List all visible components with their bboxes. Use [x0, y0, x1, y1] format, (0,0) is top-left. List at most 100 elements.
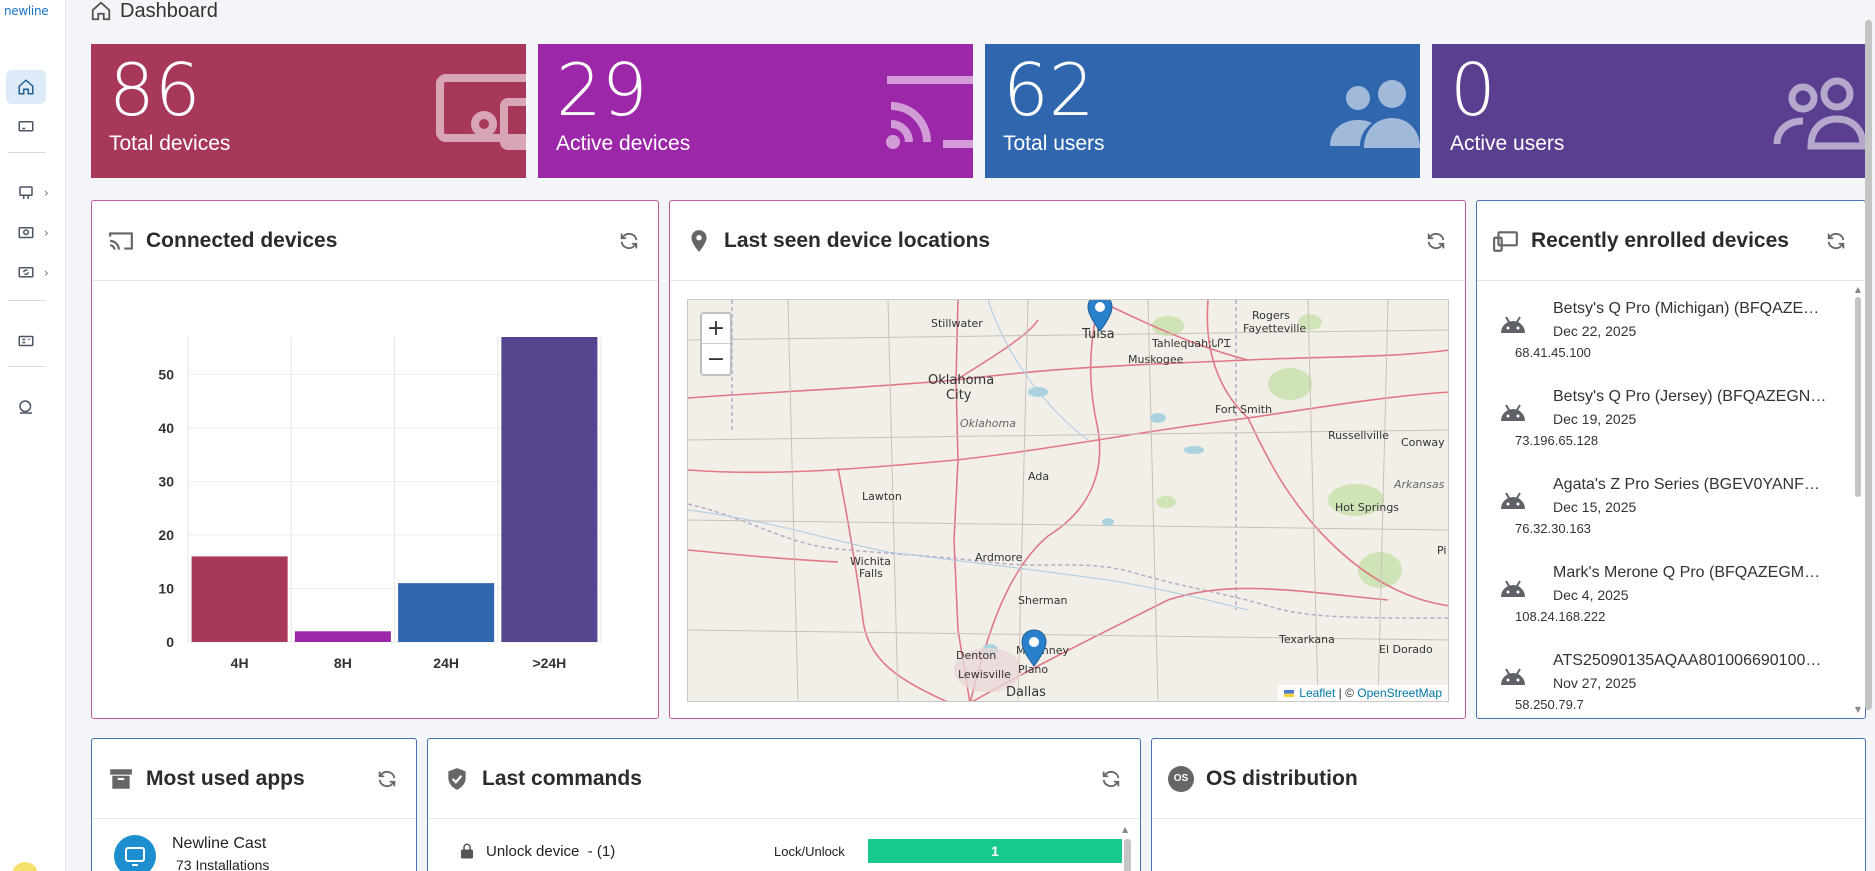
device-date: Dec 22, 2025 — [1553, 323, 1637, 339]
map-label-tulsa: Tulsa — [1082, 327, 1115, 342]
map-label-fortsmith: Fort Smith — [1215, 403, 1273, 416]
map-label-eldorado: El Dorado — [1379, 643, 1433, 656]
page-scrollbar[interactable] — [1861, 0, 1875, 871]
location-pin-icon — [691, 229, 707, 252]
map-label-hotsprings: Hot Springs — [1335, 501, 1400, 514]
list-scrollbar[interactable]: ▲ — [1122, 825, 1132, 871]
command-type: Lock/Unlock — [774, 844, 845, 859]
y-tick-label: 50 — [158, 366, 174, 382]
scroll-up-icon[interactable]: ▲ — [1122, 825, 1129, 834]
device-ip: 76.32.30.163 — [1515, 521, 1591, 536]
map-label-okc-1: Oklahoma — [928, 373, 995, 388]
map-label-okc-2: City — [946, 388, 972, 403]
device-date: Dec 4, 2025 — [1553, 587, 1629, 603]
attribution-separator: | © — [1338, 686, 1354, 700]
zoom-out-button[interactable]: − — [706, 346, 726, 372]
bar-8h[interactable] — [294, 631, 391, 642]
recently-enrolled-panel: Recently enrolled devices Betsy's Q Pro … — [1476, 200, 1866, 719]
map-marker-dallas[interactable] — [1021, 629, 1047, 667]
map-marker-tulsa[interactable] — [1087, 299, 1113, 332]
monitor-icon — [18, 121, 34, 132]
shield-check-icon — [448, 767, 466, 790]
map-label-russellville: Russellville — [1328, 429, 1389, 442]
osm-link[interactable]: OpenStreetMap — [1357, 686, 1442, 700]
nav-sync[interactable] — [6, 256, 46, 290]
map-label-texarkana: Texarkana — [1279, 633, 1335, 646]
kpi-label: Total users — [1003, 132, 1105, 155]
nav-dashboard[interactable] — [6, 70, 46, 104]
map-label-ada: Ada — [1028, 470, 1050, 483]
nav-settings[interactable] — [6, 216, 46, 250]
refresh-icon[interactable] — [1425, 230, 1447, 252]
list-scrollbar[interactable]: ▲ ▼ — [1853, 285, 1863, 714]
android-icon — [1501, 316, 1525, 333]
command-name: Unlock device - (1) — [486, 843, 615, 860]
help-bubble[interactable] — [12, 862, 38, 871]
display-screen-icon — [436, 74, 526, 150]
device-date: Dec 15, 2025 — [1553, 499, 1637, 515]
os-icon: OS — [1168, 765, 1194, 792]
map-label-muskogee: Muskogee — [1128, 353, 1184, 366]
zoom-in-button[interactable]: + — [702, 314, 730, 344]
panel-header: Last commands — [428, 739, 1140, 819]
map-label-sherman: Sherman — [1018, 594, 1068, 607]
list-item[interactable]: Betsy's Q Pro (Jersey) (BFQAZEGN… Dec 19… — [1477, 371, 1851, 459]
refresh-icon[interactable] — [1825, 230, 1847, 252]
bar-4h[interactable] — [191, 556, 288, 642]
list-item[interactable]: Betsy's Q Pro (Michigan) (BFQAZE… Dec 22… — [1477, 283, 1851, 371]
table-row[interactable]: Unlock device - (1) Lock/Unlock 1 — [458, 839, 1122, 865]
nav-devices[interactable] — [6, 110, 46, 144]
panel-header: Connected devices — [92, 201, 658, 281]
device-name: Agata's Z Pro Series (BGEV0YANF… — [1553, 476, 1820, 493]
android-icon — [1501, 404, 1525, 421]
map-view[interactable]: Stillwater Tulsa Rogers Fayetteville Tah… — [687, 299, 1449, 702]
x-tick-label: >24H — [532, 655, 566, 671]
chevron-right-icon[interactable]: › — [44, 186, 49, 200]
map-label-lewisville: Lewisville — [958, 668, 1011, 681]
refresh-icon[interactable] — [376, 768, 398, 790]
scrollbar-thumb[interactable] — [1865, 20, 1872, 710]
refresh-icon[interactable] — [1100, 768, 1122, 790]
panel-title: Last commands — [482, 766, 642, 790]
command-count: - (1) — [587, 843, 616, 860]
scrollbar-thumb[interactable] — [1124, 839, 1131, 871]
map-label-pi: Pi — [1437, 544, 1447, 557]
scroll-down-icon[interactable]: ▼ — [1854, 705, 1862, 714]
leaflet-link[interactable]: Leaflet — [1299, 686, 1336, 700]
connected-devices-chart: 0 10 20 30 40 50 4H 8H 24H >24H — [158, 337, 602, 671]
chevron-right-icon[interactable]: › — [44, 266, 49, 280]
panel-title: Recently enrolled devices — [1531, 228, 1789, 252]
list-item[interactable]: Mark's Merone Q Pro (BFQAZEGM… Dec 4, 20… — [1477, 547, 1851, 635]
y-tick-label: 40 — [158, 420, 174, 436]
kpi-label: Active devices — [556, 132, 691, 155]
nav-boards[interactable] — [6, 176, 46, 210]
panel-header: OS OS distribution — [1152, 739, 1865, 819]
nav-learning[interactable] — [6, 390, 46, 424]
device-list: Betsy's Q Pro (Michigan) (BFQAZE… Dec 22… — [1477, 283, 1851, 718]
panel-title: Most used apps — [146, 766, 305, 790]
list-item[interactable]: Newline Cast 73 Installations — [114, 835, 414, 871]
map-label-plano: Plano — [1018, 663, 1049, 676]
kpi-value: 86 — [109, 48, 201, 132]
newline-cast-app-icon — [114, 835, 156, 871]
leaflet-flag-icon — [1283, 690, 1294, 697]
bar-gt24h[interactable] — [501, 337, 598, 642]
y-tick-label: 30 — [158, 473, 174, 489]
app-installs: 73 Installations — [176, 857, 270, 871]
list-item[interactable]: Agata's Z Pro Series (BGEV0YANF… Dec 15,… — [1477, 459, 1851, 547]
command-count-bar: 1 — [868, 839, 1122, 863]
map-label-ardmore: Ardmore — [975, 551, 1023, 564]
globe-user-icon — [19, 400, 32, 414]
map-label-conway: Conway — [1401, 436, 1445, 449]
list-item[interactable]: ATS25090135AQAA801006690100… Nov 27, 202… — [1477, 635, 1851, 718]
scroll-up-icon[interactable]: ▲ — [1854, 285, 1862, 294]
scrollbar-thumb[interactable] — [1855, 297, 1861, 497]
y-tick-label: 20 — [158, 527, 174, 543]
nav-cards[interactable] — [6, 324, 46, 358]
command-label: Unlock device — [486, 843, 580, 860]
device-name: Betsy's Q Pro (Michigan) (BFQAZE… — [1553, 300, 1820, 317]
refresh-icon[interactable] — [618, 230, 640, 252]
bar-24h[interactable] — [398, 583, 495, 642]
chevron-right-icon[interactable]: › — [44, 226, 49, 240]
device-name: Mark's Merone Q Pro (BFQAZEGM… — [1553, 564, 1821, 581]
